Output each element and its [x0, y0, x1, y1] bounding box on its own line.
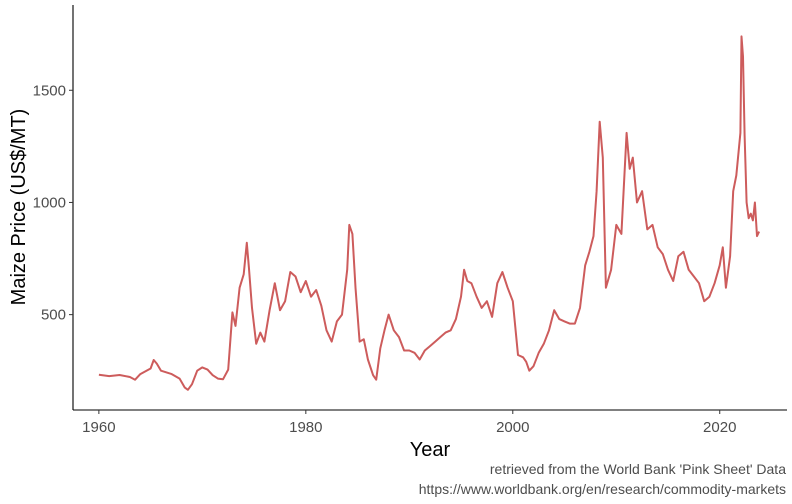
- x-axis-title: Year: [410, 439, 451, 461]
- y-tick-label: 500: [41, 307, 66, 324]
- x-tick-label: 1980: [289, 419, 322, 436]
- x-tick-label: 1960: [82, 419, 115, 436]
- y-axis-title: Maize Price (US$/MT): [8, 109, 30, 306]
- series-line-0: [98, 35, 761, 391]
- source-caption-url: https://www.worldbank.org/en/research/co…: [418, 481, 786, 497]
- x-tick-label: 2020: [703, 419, 736, 436]
- x-tick-label: 2000: [496, 419, 529, 436]
- source-caption-line-1: retrieved from the World Bank 'Pink Shee…: [489, 461, 786, 477]
- y-tick-label: 1500: [33, 82, 66, 99]
- y-tick-label: 1000: [33, 194, 66, 211]
